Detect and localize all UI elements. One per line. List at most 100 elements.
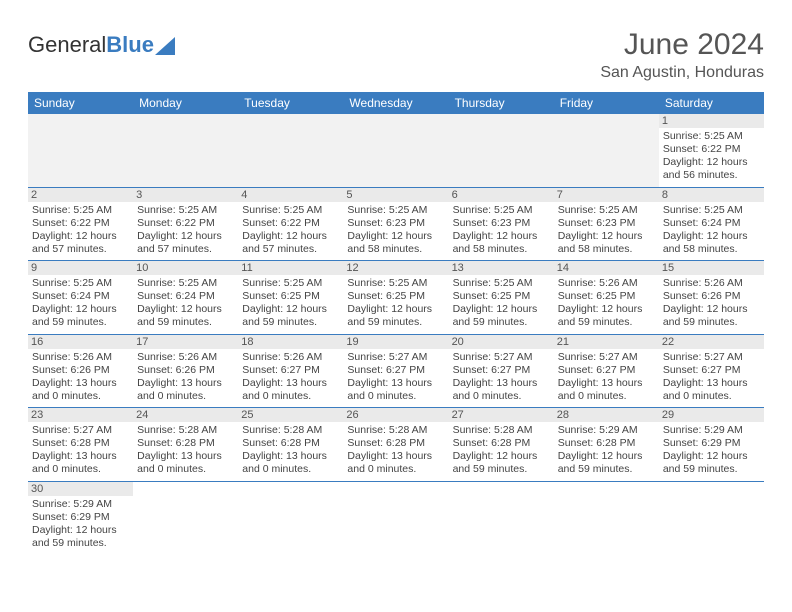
day-number: 24: [133, 408, 238, 422]
empty-cell: [343, 481, 448, 554]
location: San Agustin, Honduras: [600, 64, 764, 82]
day-details: Sunrise: 5:26 AMSunset: 6:26 PMDaylight:…: [137, 351, 234, 404]
day-details: Sunrise: 5:27 AMSunset: 6:27 PMDaylight:…: [453, 351, 550, 404]
day-cell: 27 Sunrise: 5:28 AMSunset: 6:28 PMDayligh…: [449, 408, 554, 482]
day-number: 8: [659, 188, 764, 202]
empty-cell: [343, 114, 448, 187]
day-cell: 3 Sunrise: 5:25 AMSunset: 6:22 PMDaylight…: [133, 187, 238, 261]
logo: GeneralBlue: [28, 28, 175, 58]
day-cell: 15 Sunrise: 5:26 AMSunset: 6:26 PMDayligh…: [659, 261, 764, 335]
empty-cell: [659, 481, 764, 554]
day-details: Sunrise: 5:29 AMSunset: 6:28 PMDaylight:…: [558, 424, 655, 477]
day-details: Sunrise: 5:28 AMSunset: 6:28 PMDaylight:…: [453, 424, 550, 477]
day-cell: 30 Sunrise: 5:29 AMSunset: 6:29 PMDayligh…: [28, 481, 133, 554]
day-details: Sunrise: 5:27 AMSunset: 6:27 PMDaylight:…: [558, 351, 655, 404]
day-number: 26: [343, 408, 448, 422]
day-cell: 10 Sunrise: 5:25 AMSunset: 6:24 PMDayligh…: [133, 261, 238, 335]
day-cell: 4 Sunrise: 5:25 AMSunset: 6:22 PMDaylight…: [238, 187, 343, 261]
day-number: 30: [28, 482, 133, 496]
empty-cell: [554, 114, 659, 187]
calendar-row: 1Sunrise: 5:25 AMSunset: 6:22 PMDaylight…: [28, 114, 764, 187]
day-number: 3: [133, 188, 238, 202]
day-header: Tuesday: [238, 92, 343, 114]
day-number: 13: [449, 261, 554, 275]
day-details: Sunrise: 5:25 AMSunset: 6:23 PMDaylight:…: [558, 204, 655, 257]
day-cell: 24 Sunrise: 5:28 AMSunset: 6:28 PMDayligh…: [133, 408, 238, 482]
day-details: Sunrise: 5:25 AMSunset: 6:25 PMDaylight:…: [242, 277, 339, 330]
day-number: 29: [659, 408, 764, 422]
day-number: 7: [554, 188, 659, 202]
logo-text-blue: Blue: [106, 32, 154, 58]
day-cell: 8Sunrise: 5:25 AMSunset: 6:24 PMDaylight…: [659, 187, 764, 261]
day-number: 9: [28, 261, 133, 275]
day-details: Sunrise: 5:27 AMSunset: 6:27 PMDaylight:…: [663, 351, 760, 404]
day-number: 19: [343, 335, 448, 349]
day-details: Sunrise: 5:26 AMSunset: 6:27 PMDaylight:…: [242, 351, 339, 404]
day-details: Sunrise: 5:29 AMSunset: 6:29 PMDaylight:…: [663, 424, 760, 477]
day-details: Sunrise: 5:25 AMSunset: 6:22 PMDaylight:…: [242, 204, 339, 257]
empty-cell: [28, 114, 133, 187]
day-cell: 26 Sunrise: 5:28 AMSunset: 6:28 PMDayligh…: [343, 408, 448, 482]
empty-cell: [449, 114, 554, 187]
empty-cell: [238, 114, 343, 187]
empty-cell: [449, 481, 554, 554]
day-cell: 19Sunrise: 5:27 AMSunset: 6:27 PMDayligh…: [343, 334, 448, 408]
empty-cell: [133, 114, 238, 187]
day-number: 6: [449, 188, 554, 202]
day-details: Sunrise: 5:25 AMSunset: 6:24 PMDaylight:…: [137, 277, 234, 330]
day-cell: 17Sunrise: 5:26 AMSunset: 6:26 PMDayligh…: [133, 334, 238, 408]
day-number: 25: [238, 408, 343, 422]
day-cell: 28Sunrise: 5:29 AMSunset: 6:28 PMDayligh…: [554, 408, 659, 482]
day-details: Sunrise: 5:29 AMSunset: 6:29 PMDaylight:…: [32, 498, 129, 551]
day-header: Wednesday: [343, 92, 448, 114]
day-cell: 29 Sunrise: 5:29 AMSunset: 6:29 PMDayligh…: [659, 408, 764, 482]
day-number: 21: [554, 335, 659, 349]
day-details: Sunrise: 5:26 AMSunset: 6:26 PMDaylight:…: [663, 277, 760, 330]
calendar-header-row: Sunday Monday Tuesday Wednesday Thursday…: [28, 92, 764, 114]
day-cell: 25Sunrise: 5:28 AMSunset: 6:28 PMDayligh…: [238, 408, 343, 482]
day-number: 14: [554, 261, 659, 275]
day-header: Thursday: [449, 92, 554, 114]
empty-cell: [238, 481, 343, 554]
page: GeneralBlue June 2024 San Agustin, Hondu…: [0, 0, 792, 554]
day-number: 2: [28, 188, 133, 202]
day-details: Sunrise: 5:25 AMSunset: 6:22 PMDaylight:…: [32, 204, 129, 257]
day-details: Sunrise: 5:25 AMSunset: 6:25 PMDaylight:…: [347, 277, 444, 330]
day-number: 27: [449, 408, 554, 422]
day-details: Sunrise: 5:25 AMSunset: 6:22 PMDaylight:…: [137, 204, 234, 257]
day-number: 18: [238, 335, 343, 349]
day-cell: 11Sunrise: 5:25 AMSunset: 6:25 PMDayligh…: [238, 261, 343, 335]
day-details: Sunrise: 5:25 AMSunset: 6:25 PMDaylight:…: [453, 277, 550, 330]
day-details: Sunrise: 5:26 AMSunset: 6:26 PMDaylight:…: [32, 351, 129, 404]
day-header: Saturday: [659, 92, 764, 114]
empty-cell: [133, 481, 238, 554]
day-cell: 13 Sunrise: 5:25 AMSunset: 6:25 PMDayligh…: [449, 261, 554, 335]
day-details: Sunrise: 5:25 AMSunset: 6:23 PMDaylight:…: [453, 204, 550, 257]
day-cell: 5Sunrise: 5:25 AMSunset: 6:23 PMDaylight…: [343, 187, 448, 261]
day-cell: 7 Sunrise: 5:25 AMSunset: 6:23 PMDaylight…: [554, 187, 659, 261]
day-number: 16: [28, 335, 133, 349]
day-cell: 1Sunrise: 5:25 AMSunset: 6:22 PMDaylight…: [659, 114, 764, 187]
day-cell: 22 Sunrise: 5:27 AMSunset: 6:27 PMDayligh…: [659, 334, 764, 408]
day-details: Sunrise: 5:25 AMSunset: 6:24 PMDaylight:…: [32, 277, 129, 330]
day-details: Sunrise: 5:28 AMSunset: 6:28 PMDaylight:…: [137, 424, 234, 477]
day-number: 10: [133, 261, 238, 275]
day-header: Monday: [133, 92, 238, 114]
day-number: 4: [238, 188, 343, 202]
calendar-row: 16 Sunrise: 5:26 AMSunset: 6:26 PMDayligh…: [28, 334, 764, 408]
empty-cell: [554, 481, 659, 554]
title-block: June 2024 San Agustin, Honduras: [600, 28, 764, 82]
day-cell: 21 Sunrise: 5:27 AMSunset: 6:27 PMDayligh…: [554, 334, 659, 408]
calendar-row: 2 Sunrise: 5:25 AMSunset: 6:22 PMDaylight…: [28, 187, 764, 261]
day-number: 22: [659, 335, 764, 349]
day-number: 15: [659, 261, 764, 275]
day-cell: 23Sunrise: 5:27 AMSunset: 6:28 PMDayligh…: [28, 408, 133, 482]
header: GeneralBlue June 2024 San Agustin, Hondu…: [28, 28, 764, 82]
calendar-body: 1Sunrise: 5:25 AMSunset: 6:22 PMDaylight…: [28, 114, 764, 554]
day-details: Sunrise: 5:25 AMSunset: 6:22 PMDaylight:…: [663, 130, 760, 183]
logo-text-general: General: [28, 32, 106, 58]
calendar-row: 30 Sunrise: 5:29 AMSunset: 6:29 PMDayligh…: [28, 481, 764, 554]
day-number: 5: [343, 188, 448, 202]
day-header: Sunday: [28, 92, 133, 114]
day-details: Sunrise: 5:28 AMSunset: 6:28 PMDaylight:…: [347, 424, 444, 477]
